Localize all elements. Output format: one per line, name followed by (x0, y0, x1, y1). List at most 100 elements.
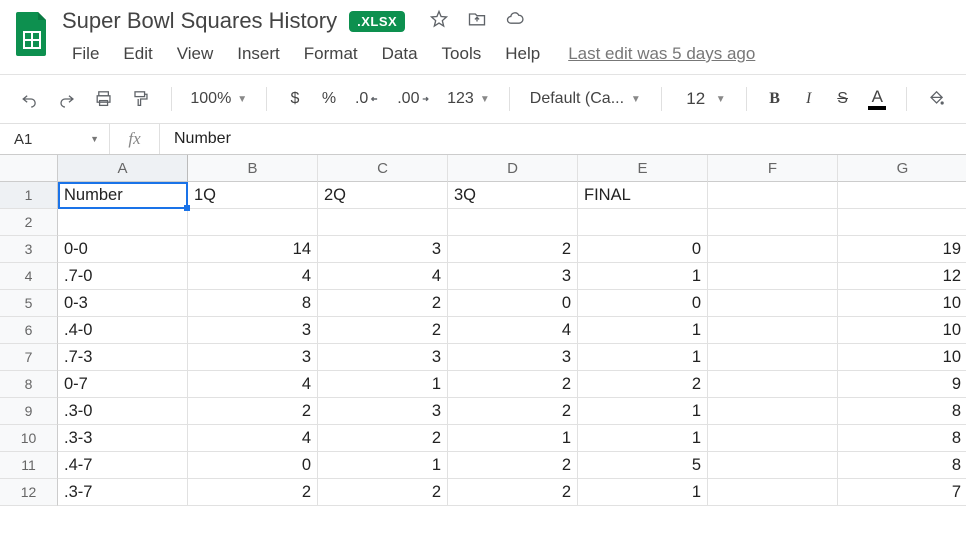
row-header-8[interactable]: 8 (0, 371, 58, 398)
cell-A2[interactable] (58, 209, 188, 236)
cell-B2[interactable] (188, 209, 318, 236)
text-color-button[interactable]: A (863, 84, 892, 114)
cell-C9[interactable]: 3 (318, 398, 448, 425)
menu-file[interactable]: File (62, 40, 109, 68)
number-format-dropdown[interactable]: 123▼ (442, 84, 495, 114)
cell-D10[interactable]: 1 (448, 425, 578, 452)
cell-B9[interactable]: 2 (188, 398, 318, 425)
cell-F11[interactable] (708, 452, 838, 479)
cloud-status-icon[interactable] (505, 9, 525, 34)
row-header-4[interactable]: 4 (0, 263, 58, 290)
font-family-dropdown[interactable]: Default (Ca...▼ (524, 84, 647, 114)
row-header-6[interactable]: 6 (0, 317, 58, 344)
cell-C12[interactable]: 2 (318, 479, 448, 506)
decrease-decimal-button[interactable]: .0 (349, 84, 385, 114)
cell-G10[interactable]: 8 (838, 425, 966, 452)
menu-data[interactable]: Data (372, 40, 428, 68)
format-percent-button[interactable]: % (315, 84, 343, 114)
cell-C10[interactable]: 2 (318, 425, 448, 452)
col-header-E[interactable]: E (578, 155, 708, 182)
cell-D7[interactable]: 3 (448, 344, 578, 371)
col-header-G[interactable]: G (838, 155, 966, 182)
cell-E12[interactable]: 1 (578, 479, 708, 506)
cell-B6[interactable]: 3 (188, 317, 318, 344)
cell-A5[interactable]: 0-3 (58, 290, 188, 317)
cell-F1[interactable] (708, 182, 838, 209)
cell-G5[interactable]: 10 (838, 290, 966, 317)
cell-C4[interactable]: 4 (318, 263, 448, 290)
cell-G1[interactable] (838, 182, 966, 209)
row-header-9[interactable]: 9 (0, 398, 58, 425)
cell-G7[interactable]: 10 (838, 344, 966, 371)
paint-format-button[interactable] (125, 84, 156, 114)
cell-E10[interactable]: 1 (578, 425, 708, 452)
fill-color-button[interactable] (921, 84, 952, 114)
col-header-D[interactable]: D (448, 155, 578, 182)
sheets-logo[interactable] (12, 8, 52, 60)
cell-E4[interactable]: 1 (578, 263, 708, 290)
col-header-A[interactable]: A (58, 155, 188, 182)
menu-tools[interactable]: Tools (432, 40, 492, 68)
star-icon[interactable] (429, 9, 449, 34)
row-header-3[interactable]: 3 (0, 236, 58, 263)
cell-D11[interactable]: 2 (448, 452, 578, 479)
cell-E5[interactable]: 0 (578, 290, 708, 317)
cell-B3[interactable]: 14 (188, 236, 318, 263)
cell-D9[interactable]: 2 (448, 398, 578, 425)
cell-D8[interactable]: 2 (448, 371, 578, 398)
cell-F12[interactable] (708, 479, 838, 506)
col-header-F[interactable]: F (708, 155, 838, 182)
cell-G12[interactable]: 7 (838, 479, 966, 506)
menu-edit[interactable]: Edit (113, 40, 162, 68)
undo-button[interactable] (14, 84, 45, 114)
cell-G6[interactable]: 10 (838, 317, 966, 344)
cell-F4[interactable] (708, 263, 838, 290)
cell-A9[interactable]: .3-0 (58, 398, 188, 425)
cell-B1[interactable]: 1Q (188, 182, 318, 209)
formula-input[interactable]: Number (160, 130, 231, 148)
cell-B4[interactable]: 4 (188, 263, 318, 290)
menu-help[interactable]: Help (495, 40, 550, 68)
cell-F2[interactable] (708, 209, 838, 236)
col-header-B[interactable]: B (188, 155, 318, 182)
strikethrough-button[interactable]: S (829, 84, 857, 114)
cell-C8[interactable]: 1 (318, 371, 448, 398)
row-header-12[interactable]: 12 (0, 479, 58, 506)
cell-A7[interactable]: .7-3 (58, 344, 188, 371)
cell-F5[interactable] (708, 290, 838, 317)
menu-insert[interactable]: Insert (227, 40, 290, 68)
cell-A12[interactable]: .3-7 (58, 479, 188, 506)
increase-decimal-button[interactable]: .00 (391, 84, 436, 114)
cell-E11[interactable]: 5 (578, 452, 708, 479)
cell-E3[interactable]: 0 (578, 236, 708, 263)
cell-A1[interactable]: Number (58, 182, 188, 209)
row-header-5[interactable]: 5 (0, 290, 58, 317)
cell-G4[interactable]: 12 (838, 263, 966, 290)
cell-C5[interactable]: 2 (318, 290, 448, 317)
cell-G8[interactable]: 9 (838, 371, 966, 398)
cell-D6[interactable]: 4 (448, 317, 578, 344)
cell-E8[interactable]: 2 (578, 371, 708, 398)
move-icon[interactable] (467, 9, 487, 34)
cell-D5[interactable]: 0 (448, 290, 578, 317)
menu-view[interactable]: View (167, 40, 224, 68)
cell-B12[interactable]: 2 (188, 479, 318, 506)
font-size-dropdown[interactable]: 12▼ (676, 84, 732, 114)
col-header-C[interactable]: C (318, 155, 448, 182)
cell-A11[interactable]: .4-7 (58, 452, 188, 479)
cell-F3[interactable] (708, 236, 838, 263)
cell-B7[interactable]: 3 (188, 344, 318, 371)
cell-A4[interactable]: .7-0 (58, 263, 188, 290)
print-button[interactable] (88, 84, 119, 114)
cell-D1[interactable]: 3Q (448, 182, 578, 209)
cell-E6[interactable]: 1 (578, 317, 708, 344)
select-all-corner[interactable] (0, 155, 58, 182)
format-currency-button[interactable]: $ (281, 84, 309, 114)
cell-C6[interactable]: 2 (318, 317, 448, 344)
row-header-1[interactable]: 1 (0, 182, 58, 209)
cell-F8[interactable] (708, 371, 838, 398)
cell-F9[interactable] (708, 398, 838, 425)
cell-C1[interactable]: 2Q (318, 182, 448, 209)
cell-F6[interactable] (708, 317, 838, 344)
redo-button[interactable] (51, 84, 82, 114)
